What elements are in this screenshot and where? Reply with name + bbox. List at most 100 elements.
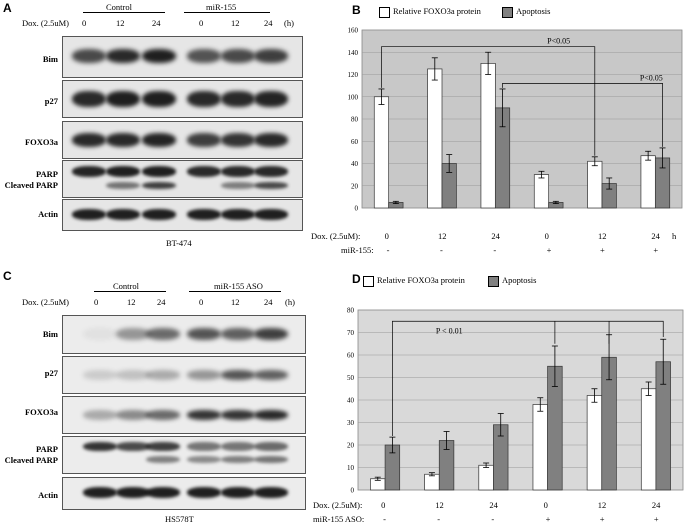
blot-band (146, 487, 180, 498)
blot-band (116, 442, 150, 451)
blot-band (72, 91, 106, 107)
blot-band (254, 370, 288, 380)
panel-d-x-sign-label: - (491, 514, 495, 524)
panel-c-row-bim: Bim (42, 329, 58, 339)
panel-c-blot-foxo3a (62, 396, 306, 434)
panel-a-control-bracket (83, 12, 165, 13)
panel-d-x-time-label: 12 (435, 500, 444, 510)
blot-band (187, 91, 221, 107)
panel-a-row-p27: p27 (44, 96, 58, 106)
panel-a-unit: (h) (284, 18, 294, 28)
panel-d-x-time-label: 24 (489, 500, 498, 510)
panel-b-x-sign-label: - (440, 245, 443, 255)
p-bracket-apoptosis-label: P<0.05 (640, 73, 663, 82)
panel-a-time-label: 0 (199, 18, 204, 28)
blot-band (116, 370, 150, 380)
panel-a-blot-actin (62, 199, 303, 231)
y-tick-label: 80 (351, 116, 359, 124)
panel-c-time-label: 0 (94, 297, 99, 307)
blot-band (72, 49, 106, 63)
blot-band (146, 410, 180, 420)
blot-band (146, 442, 180, 451)
blot-band (142, 49, 176, 63)
bar (587, 160, 603, 209)
blot-band (254, 410, 288, 420)
blot-band (254, 133, 288, 147)
panel-a-blot-foxo3a (62, 121, 303, 159)
blot-band (106, 91, 140, 107)
panel-d-legend-swatch-foxo3a (363, 276, 374, 287)
panel-c-blot-p27 (62, 356, 306, 394)
blot-band (72, 209, 106, 220)
p-bracket-foxo3a (381, 46, 596, 156)
panel-b-x-sign-label: + (600, 245, 605, 255)
panel-a-time-label: 24 (152, 18, 161, 28)
blot-band (187, 209, 221, 220)
blot-band (106, 209, 140, 220)
blot-band (106, 182, 140, 189)
panel-d-x-sign-label: - (383, 514, 386, 524)
blot-band (221, 209, 255, 220)
panel-b-cond-label: miR-155: (341, 245, 374, 255)
blot-band (83, 328, 117, 340)
blot-band (142, 209, 176, 220)
panel-b-legend-foxo3a: Relative FOXO3a protein (393, 6, 481, 16)
panel-b-x-time-label: 24 (491, 231, 500, 241)
panel-b-x-sign-label: - (386, 245, 390, 255)
panel-b-x-time-label: 12 (438, 231, 447, 241)
panel-d-chart: 0 10 20 30 40 50 60 70 80 P < 0.01 (347, 307, 684, 495)
blot-band (83, 370, 117, 380)
bar (640, 388, 657, 491)
blot-band (83, 410, 117, 420)
y-tick-label: 50 (347, 374, 355, 382)
panel-d-x-time-label: 0 (381, 500, 386, 510)
panel-d-x-time-label: 0 (543, 500, 548, 510)
bar (424, 473, 440, 491)
panel-a-time-label: 24 (264, 18, 273, 28)
blot-band (146, 328, 180, 340)
panel-b-dox-label: Dox. (2.5uM): (311, 231, 361, 241)
panel-b-unit: h (672, 231, 677, 241)
blot-band (254, 487, 288, 498)
panel-a-group-control: Control (106, 2, 132, 12)
blot-band (187, 487, 221, 498)
blot-band (146, 456, 180, 463)
panel-a-mir155-bracket (184, 12, 270, 13)
panel-c-aso-bracket (189, 291, 281, 292)
blot-band (254, 49, 288, 63)
panel-a-row-parp: PARP (35, 169, 58, 179)
y-tick-label: 80 (347, 307, 355, 315)
panel-c-time-label: 12 (127, 297, 136, 307)
blot-band (254, 166, 288, 177)
blot-band (221, 456, 255, 463)
blot-band (106, 133, 140, 147)
panel-d-x-sign-label: + (545, 514, 551, 524)
panel-c-row-cleaved-parp: Cleaved PARP (4, 455, 58, 465)
bar (478, 464, 494, 491)
panel-b-legend-swatch-apoptosis (502, 7, 513, 18)
blot-band (187, 410, 221, 420)
panel-c-row-foxo3a: FOXO3a (24, 407, 58, 417)
panel-a-blot-parp (62, 160, 303, 198)
panel-c-row-actin: Actin (38, 490, 58, 500)
p-bracket (392, 320, 664, 436)
blot-band (187, 370, 221, 380)
blot-band (254, 442, 288, 451)
panel-c-control-bracket (94, 291, 166, 292)
panel-a-row-foxo3a: FOXO3a (24, 137, 58, 147)
bar (533, 174, 550, 209)
panel-a-time-label: 0 (82, 18, 87, 28)
y-tick-label: 140 (348, 49, 359, 57)
panel-d-x-time-label: 24 (651, 500, 661, 510)
bar (427, 68, 443, 209)
blot-band (254, 91, 288, 107)
panel-a-blot-p27 (62, 80, 303, 118)
blot-band (106, 166, 140, 177)
panel-a-label: A (3, 1, 12, 15)
p-bracket-apoptosis (502, 83, 663, 147)
blot-band (72, 166, 106, 177)
panel-b-x-time-label: 0 (544, 231, 549, 241)
blot-band (116, 487, 150, 498)
blot-band (83, 442, 117, 451)
blot-band (106, 49, 140, 63)
